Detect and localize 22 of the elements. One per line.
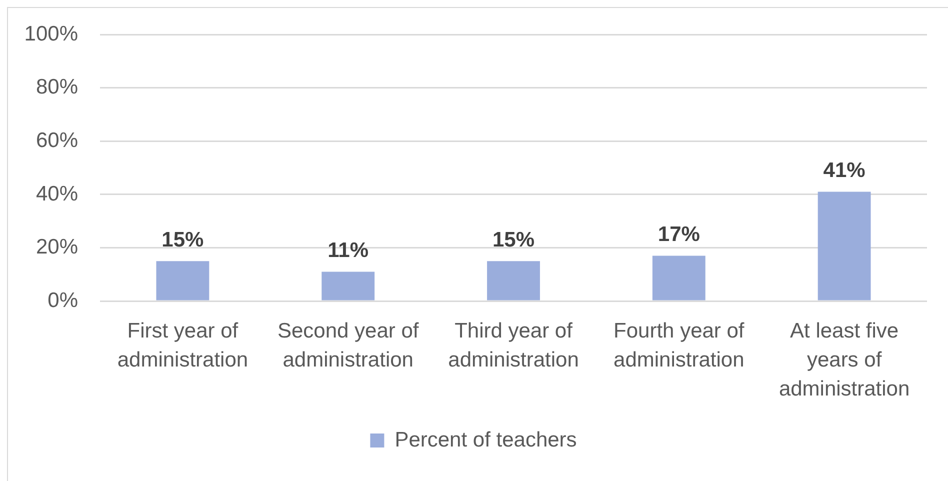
y-tick-label: 60% <box>36 128 78 152</box>
y-tick-label: 80% <box>36 76 78 99</box>
bar <box>156 261 210 300</box>
x-tick-label: At least five years of administration <box>778 319 910 400</box>
y-tick-label: 100% <box>24 22 78 46</box>
legend-label: Percent of teachers <box>394 428 577 452</box>
data-label: 41% <box>823 159 866 182</box>
bar <box>652 256 706 300</box>
y-tick-label: 20% <box>36 236 78 259</box>
y-tick-label: 0% <box>48 288 78 312</box>
bar <box>322 272 375 300</box>
x-tick-label: Second year of administration <box>277 319 419 372</box>
x-tick-label: Fourth year of administration <box>614 319 744 372</box>
y-tick-label: 40% <box>36 182 78 206</box>
data-label: 17% <box>658 223 700 246</box>
x-tick-label: Third year of administration <box>448 319 579 372</box>
x-tick-label: First year of administration <box>117 319 248 372</box>
data-label: 15% <box>492 228 535 252</box>
data-label: 11% <box>328 239 369 262</box>
data-label: 15% <box>162 228 204 252</box>
bar <box>487 261 540 300</box>
bar <box>818 192 871 300</box>
